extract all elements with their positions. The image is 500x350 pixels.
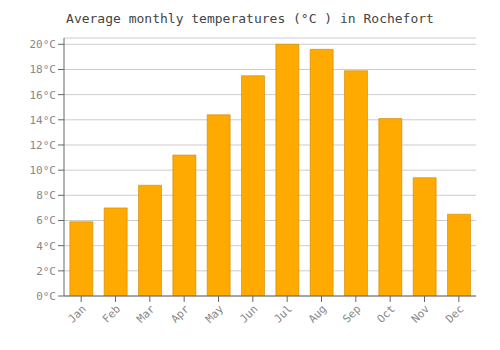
- svg-text:Oct: Oct: [375, 302, 398, 325]
- svg-text:Nov: Nov: [409, 302, 433, 326]
- svg-text:Apr: Apr: [169, 302, 193, 326]
- svg-text:Sep: Sep: [340, 302, 363, 325]
- svg-text:Jan: Jan: [66, 302, 89, 325]
- svg-text:16°C: 16°C: [30, 89, 57, 102]
- svg-text:Feb: Feb: [100, 302, 123, 325]
- svg-text:2°C: 2°C: [36, 265, 56, 278]
- svg-text:Mar: Mar: [134, 302, 158, 326]
- svg-text:14°C: 14°C: [30, 114, 57, 127]
- html-text:Average monthly temperatures (: Average monthly temperatures (°C ) in Ro…: [66, 11, 434, 26]
- svg-text:0°C: 0°C: [36, 290, 56, 303]
- svg-text:May: May: [203, 302, 227, 326]
- svg-text:4°C: 4°C: [36, 240, 56, 253]
- svg-text:12°C: 12°C: [30, 139, 57, 152]
- svg-text:18°C: 18°C: [30, 63, 57, 76]
- svg-text:6°C: 6°C: [36, 214, 56, 227]
- svg-text:20°C: 20°C: [30, 38, 57, 51]
- svg-text:10°C: 10°C: [30, 164, 57, 177]
- svg-text:Dec: Dec: [443, 302, 466, 325]
- svg-text:Aug: Aug: [306, 302, 329, 325]
- svg-text:Jun: Jun: [237, 302, 260, 325]
- svg-text:8°C: 8°C: [36, 189, 56, 202]
- svg-text:Jul: Jul: [272, 302, 295, 325]
